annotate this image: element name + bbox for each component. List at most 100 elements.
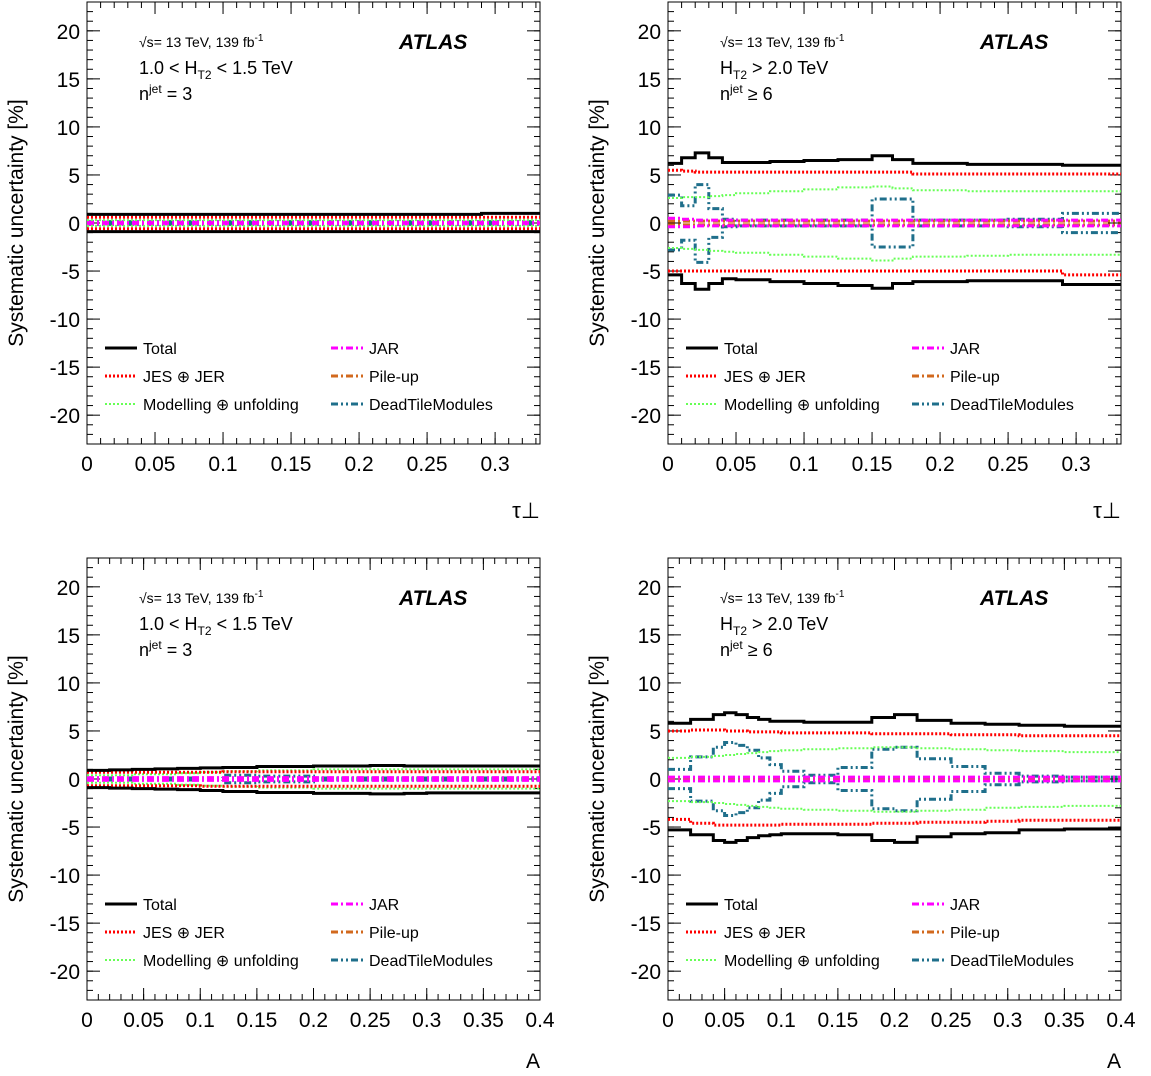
y-tick-label: -20 (631, 961, 661, 984)
jar-down-line (668, 224, 1121, 229)
x-tick-label: 0.1 (208, 453, 237, 476)
total-down-line (87, 786, 540, 796)
y-tick-label: 10 (57, 117, 80, 140)
y-tick-label: 0 (68, 213, 80, 236)
y-tick-label: -5 (61, 817, 80, 840)
x-tick-label: 0.25 (931, 1009, 972, 1032)
legend-label-mod: Modelling ⊕ unfolding (143, 953, 299, 970)
x-tick-label: 0.15 (817, 1009, 858, 1032)
y-tick-label: -15 (50, 357, 80, 380)
x-tick-label: 0.25 (407, 453, 448, 476)
atlas-label: ATLAS (398, 587, 467, 610)
legend-label-total: Total (724, 897, 758, 914)
total-up-line (87, 764, 540, 772)
legend-label-total: Total (143, 341, 177, 358)
y-tick-label: 20 (57, 21, 80, 44)
jes-up-line (668, 168, 1121, 176)
x-axis-label: A (1107, 1050, 1121, 1073)
total-down-line (668, 827, 1121, 844)
y-tick-label: -10 (50, 309, 80, 332)
x-tick-label: 0.2 (880, 1009, 909, 1032)
y-tick-label: 10 (638, 117, 661, 140)
x-tick-label: 0.4 (1106, 1009, 1136, 1032)
y-axis-label: Systematic uncertainty [%] (5, 99, 28, 346)
mod-down-line (87, 781, 540, 790)
legend-label-jes: JES ⊕ JER (724, 369, 806, 386)
x-tick-label: 0.1 (186, 1009, 215, 1032)
axis-ticks: 0 0.05 0.1 0.15 0.2 0.25 0.3 0.35 0.4-20-15-10-5… (50, 558, 555, 1032)
y-tick-label: 20 (638, 21, 661, 44)
legend-label-dead: DeadTileModules (950, 397, 1074, 414)
legend-label-jar: JAR (369, 341, 399, 358)
sqrt-s: √s (139, 34, 154, 50)
sqrt-s: √s (139, 590, 154, 606)
y-tick-label: -15 (50, 913, 80, 936)
total-up-line (87, 211, 540, 216)
energy-lumi-label: √s= 13 TeV, 139 fb-1 (139, 33, 264, 50)
x-tick-label: 0 (662, 1009, 674, 1032)
y-tick-label: 0 (649, 769, 661, 792)
legend: Total JES ⊕ JER Modelling ⊕ unfolding JAR Pi… (686, 897, 1074, 970)
lumi-exponent: -1 (255, 33, 264, 44)
legend-label-pileup: Pile-up (950, 925, 1000, 942)
y-tick-label: 5 (68, 165, 80, 188)
x-tick-label: 0.3 (993, 1009, 1022, 1032)
y-tick-label: 20 (57, 577, 80, 600)
x-tick-label: 0.05 (123, 1009, 164, 1032)
panel-a-ht-low: 0 0.05 0.1 0.15 0.2 0.25 0.3 0.35 0.4-20-15-10-5… (5, 557, 555, 1073)
y-tick-label: 0 (649, 213, 661, 236)
y-tick-label: 5 (649, 165, 661, 188)
panel-a-ht-high: 0 0.05 0.1 0.15 0.2 0.25 0.3 0.35 0.4-20-15-10-5… (586, 557, 1136, 1073)
y-tick-label: 5 (68, 721, 80, 744)
legend-label-jar: JAR (369, 897, 399, 914)
dead-up-line (668, 183, 1121, 222)
ht-selection-label: 1.0 < HT2 < 1.5 TeV (139, 58, 293, 82)
atlas-label: ATLAS (398, 31, 467, 54)
legend-label-jar: JAR (950, 897, 980, 914)
y-axis-label: Systematic uncertainty [%] (5, 655, 28, 902)
axis-ticks: 0 0.05 0.1 0.15 0.2 0.25 0.3 -20 -15 -10 -5 0 5 10 15 2… (50, 2, 540, 476)
lumi-exponent: -1 (255, 589, 264, 600)
x-tick-label: 0 (81, 1009, 93, 1032)
x-tick-label: 0.4 (525, 1009, 555, 1032)
svg-text:√s= 13 TeV, 139 fb-1: √s= 13 TeV, 139 fb-1 (720, 33, 845, 50)
axis-ticks: 0 0.05 0.1 0.15 0.2 0.25 0.3 -20 -15 -10 -5 0 5 10 15 2… (631, 2, 1121, 476)
x-axis-label: A (526, 1050, 540, 1073)
x-tick-label: 0.15 (271, 453, 312, 476)
dead-down-line (668, 224, 1121, 264)
jes-up-line (87, 770, 540, 774)
x-tick-label: 0.2 (925, 453, 954, 476)
panel-tau-ht-low: 0 0.05 0.1 0.15 0.2 0.25 0.3 -20 -15 -10 -5 0 5 10 15 2… (5, 1, 541, 523)
njet-selection-label: njet ≥ 6 (720, 638, 773, 660)
svg-text:√s= 13 TeV, 139 fb-1: √s= 13 TeV, 139 fb-1 (720, 589, 845, 606)
njet-selection-label: njet = 3 (139, 638, 192, 660)
legend-label-pileup: Pile-up (369, 925, 419, 942)
y-tick-label: 15 (57, 625, 80, 648)
uncertainty-curves (668, 711, 1121, 844)
legend-label-total: Total (724, 341, 758, 358)
x-tick-label: 0.15 (236, 1009, 277, 1032)
y-tick-label: -20 (50, 405, 80, 428)
lumi-exponent: -1 (836, 33, 845, 44)
legend-label-dead: DeadTileModules (369, 953, 493, 970)
axis-ticks: 0 0.05 0.1 0.15 0.2 0.25 0.3 0.35 0.4-20-15-10-5… (631, 558, 1136, 1032)
uncertainty-curves (87, 764, 540, 796)
x-tick-label: 0.15 (852, 453, 893, 476)
x-tick-label: 0.05 (704, 1009, 745, 1032)
energy-lumi-label: √s= 13 TeV, 139 fb-1 (720, 589, 845, 606)
total-up-line (668, 711, 1121, 728)
panel-tau-ht-high: 0 0.05 0.1 0.15 0.2 0.25 0.3 -20 -15 -10 -5 0 5 10 15 2… (586, 1, 1122, 523)
x-tick-label: 0.3 (1062, 453, 1091, 476)
mod-up-line (668, 185, 1121, 199)
x-axis-label: τ⊥ (512, 498, 540, 523)
y-tick-label: -20 (631, 405, 661, 428)
legend-label-mod: Modelling ⊕ unfolding (143, 397, 299, 414)
x-tick-label: 0.25 (988, 453, 1029, 476)
y-tick-label: -20 (50, 961, 80, 984)
mod-up-line (87, 768, 540, 777)
uncertainty-curves (87, 211, 540, 234)
legend-label-dead: DeadTileModules (369, 397, 493, 414)
ht-selection-label: 1.0 < HT2 < 1.5 TeV (139, 614, 293, 638)
x-tick-label: 0.1 (767, 1009, 796, 1032)
